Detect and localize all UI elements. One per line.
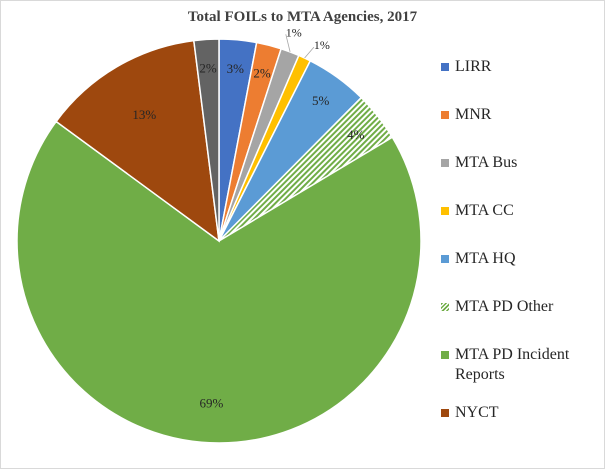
data-label-mta-cc: 1% [314,38,330,52]
legend-item-nyct: NYCT [441,403,499,423]
legend-swatch [441,207,449,215]
data-label-mta-pd-other: 4% [347,127,365,142]
chart-title: Total FOILs to MTA Agencies, 2017 [187,9,418,25]
data-label-lirr: 3% [227,61,245,76]
legend-label: LIRR [455,58,492,75]
data-label-mta-pd-incident-reports: 69% [199,395,223,410]
legend-swatch [441,63,449,71]
data-label-unlabeled: 2% [199,61,217,76]
data-label-nyct: 13% [132,107,156,122]
legend-item-mta-pd-other: MTA PD Other [441,297,553,317]
leader-line-mta-bus [285,34,291,52]
pie-slice-nyct [55,39,220,243]
legend-swatch [441,303,449,311]
legend-label: MNR [455,106,492,123]
data-label-mta-hq: 5% [312,93,330,108]
legend-swatch [441,255,449,263]
legend-swatch [441,351,449,359]
legend-item-mnr: MNR [441,105,491,125]
pie-slice-mta-pd-incident-reports [16,120,422,444]
legend-item-mta-hq: MTA HQ [441,249,516,269]
legend-label: MTA PD Incident Reports [455,346,570,383]
legend-label: MTA PD Other [455,298,554,315]
legend-label: MTA Bus [455,154,518,171]
data-label-mta-bus: 1% [286,25,302,39]
legend-label: MTA HQ [455,250,516,267]
pie-slice-unlabeled [192,38,220,242]
data-label-mnr: 2% [253,66,271,81]
leader-line-mta-cc [304,46,315,59]
legend-item-lirr: LIRR [441,57,491,77]
legend-swatch [441,409,449,417]
legend-item-mta-pd-incident-reports: MTA PD Incident Reports [441,345,605,385]
legend-item-mta-cc: MTA CC [441,201,514,221]
legend-label: NYCT [455,404,499,421]
legend-swatch [441,159,449,167]
legend-item-mta-bus: MTA Bus [441,153,517,173]
legend-swatch [441,111,449,119]
legend-label: MTA CC [455,202,514,219]
